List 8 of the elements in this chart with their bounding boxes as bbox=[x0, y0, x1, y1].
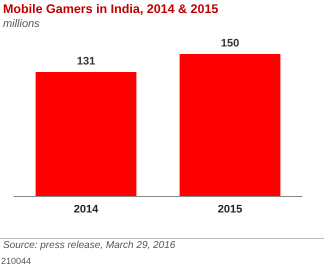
x-tick-label: 2015 bbox=[218, 204, 242, 216]
data-label: 131 bbox=[76, 55, 96, 68]
x-tick-label: 2014 bbox=[74, 204, 100, 216]
chart-subtitle: millions bbox=[3, 18, 40, 30]
chart-title: Mobile Gamers in India, 2014 & 2015 bbox=[3, 2, 218, 16]
source-note: Source: press release, March 29, 2016 bbox=[3, 240, 176, 251]
data-label: 150 bbox=[220, 38, 240, 50]
text: 210044 bbox=[1, 256, 32, 266]
